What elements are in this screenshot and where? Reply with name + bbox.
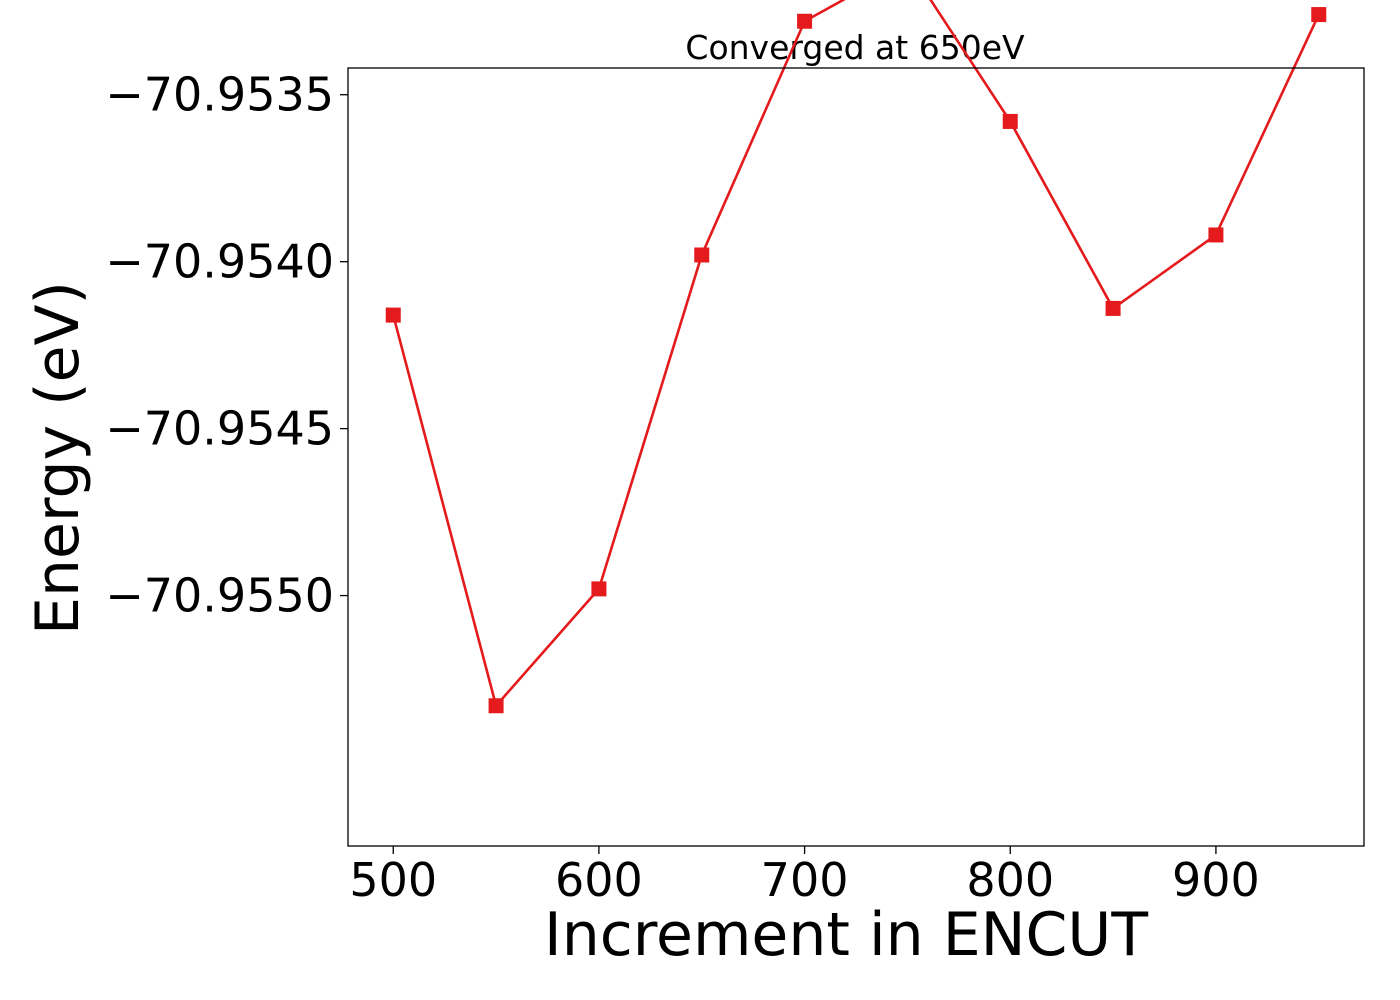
y-tick-label: −70.9545	[105, 402, 334, 456]
plot-area	[385, 0, 1327, 714]
y-tick-label: −70.9550	[105, 569, 334, 623]
data-point-marker	[797, 13, 813, 29]
data-point-marker	[694, 247, 710, 263]
x-tick-label: 900	[1172, 853, 1260, 907]
y-axis-label: Energy (eV)	[23, 281, 93, 635]
y-tick-label: −70.9540	[105, 235, 334, 289]
data-point-marker	[488, 698, 504, 714]
x-tick-label: 600	[555, 853, 643, 907]
x-tick-label: 500	[349, 853, 437, 907]
data-point-marker	[1208, 227, 1224, 243]
chart-title: Converged at 650eV	[685, 28, 1025, 67]
series-line	[391, 0, 1320, 709]
data-point-marker	[1002, 113, 1018, 129]
plot-frame	[347, 67, 1365, 847]
x-tick-label: 700	[761, 853, 849, 907]
x-axis: 500 600 700 800 900	[349, 846, 1260, 907]
data-point-marker	[1311, 7, 1327, 23]
data-point-marker	[385, 307, 401, 323]
y-tick-label: −70.9535	[105, 68, 334, 122]
data-point-marker	[591, 581, 607, 597]
y-axis: −70.9535 −70.9540 −70.9545 −70.9550	[105, 68, 348, 623]
x-tick-label: 800	[966, 853, 1054, 907]
data-point-marker	[1105, 300, 1121, 316]
x-axis-label: Increment in ENCUT	[544, 900, 1148, 970]
